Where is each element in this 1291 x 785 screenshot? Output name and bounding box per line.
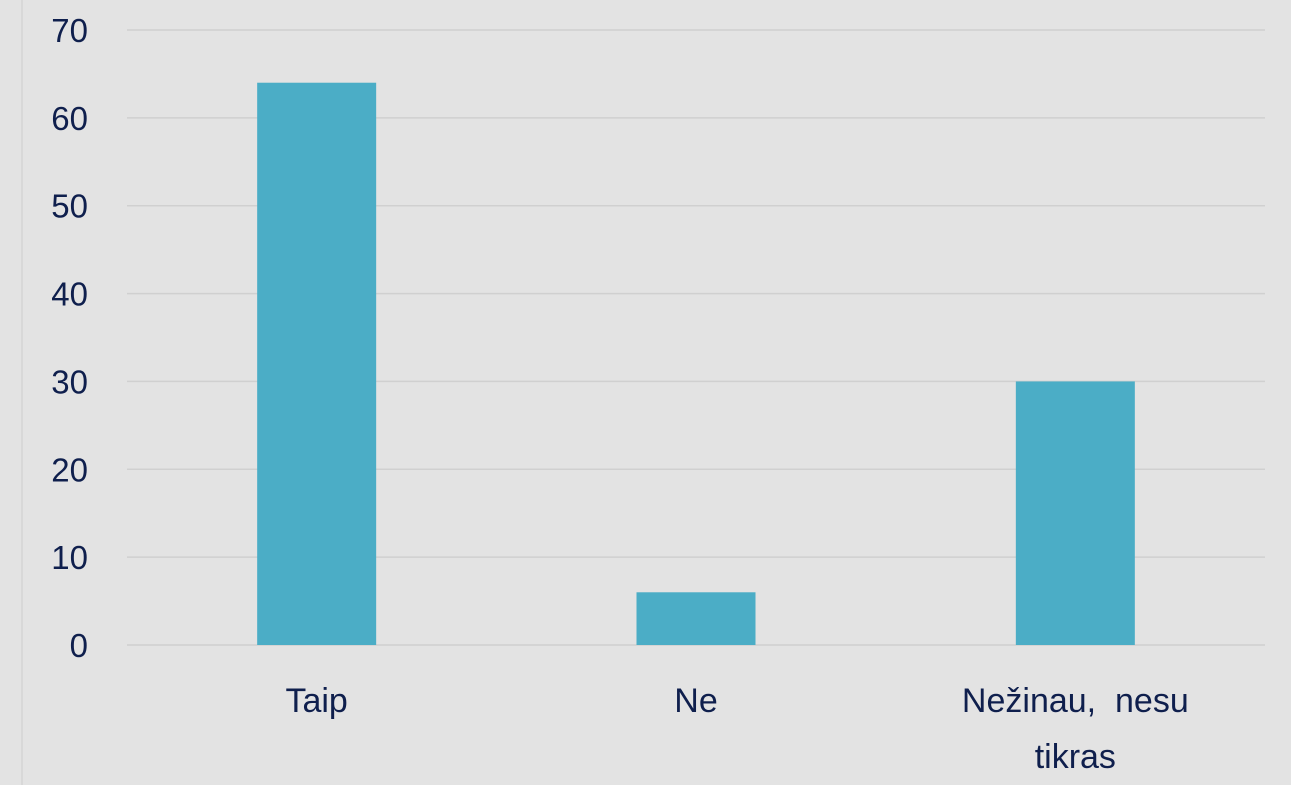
x-category-label-line: Taip — [285, 682, 347, 720]
x-category-label: Taip — [285, 682, 347, 720]
y-tick-label: 60 — [51, 100, 88, 137]
y-tick-label: 20 — [51, 451, 88, 488]
bar-nežinau-nesu-tikras — [1015, 381, 1135, 645]
x-axis-category-labels: Taip Ne Nežinau, nesu tikras — [285, 682, 1188, 776]
x-category-label-line: tikras — [1035, 738, 1116, 776]
y-tick-label: 10 — [51, 539, 88, 576]
y-tick-label: 30 — [51, 363, 88, 400]
y-tick-label: 50 — [51, 188, 88, 225]
y-axis-tick-labels: 0 10 20 30 40 50 60 70 — [51, 12, 88, 664]
bars — [257, 82, 1135, 645]
bar-taip — [257, 82, 377, 645]
y-tick-label: 40 — [51, 276, 88, 313]
x-category-label-line: Ne — [674, 682, 717, 720]
bar-ne — [636, 592, 756, 645]
x-category-label: Ne — [674, 682, 717, 720]
y-tick-label: 70 — [51, 12, 88, 49]
x-category-label-line: Nežinau, nesu — [962, 682, 1189, 720]
y-tick-label: 0 — [70, 627, 88, 664]
x-category-label: Nežinau, nesu tikras — [962, 682, 1189, 776]
